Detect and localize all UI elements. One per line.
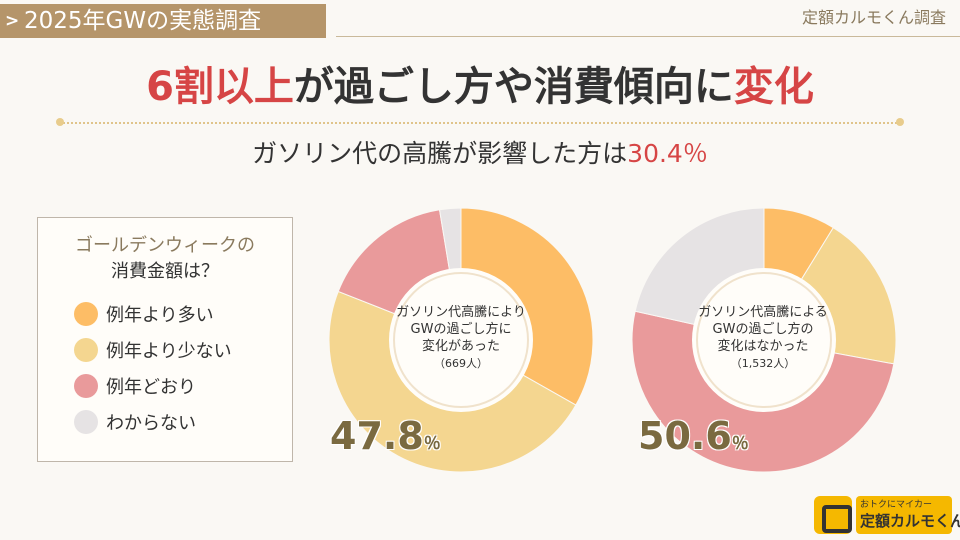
legend-swatch — [74, 338, 98, 362]
divider-dot-right — [896, 118, 904, 126]
chart1-center-label: ガソリン代高騰により GWの過ごし方に 変化があった （669人） — [380, 304, 542, 372]
chart2-center-line: 変化はなかった — [717, 339, 809, 354]
legend-label: 例年より多い — [106, 305, 214, 326]
chart1-center-ring — [393, 272, 529, 408]
survey-tag: > 2025年GWの実態調査 — [0, 4, 326, 38]
title-highlight-change: 変化 — [733, 64, 814, 110]
dotted-divider — [60, 122, 900, 124]
chart1-center-line: ガソリン代高騰により — [396, 305, 526, 320]
legend-title: ゴールデンウィークの 消費金額は？ — [38, 233, 292, 285]
chevron-right-icon: > — [5, 11, 20, 31]
chart1-sample-size: （669人） — [434, 357, 488, 370]
chart2-center-hole — [692, 268, 836, 412]
legend-box: ゴールデンウィークの 消費金額は？ 例年より多い 例年より少ない 例年どおり わ… — [37, 217, 293, 462]
legend-item: 例年より多い — [74, 301, 214, 327]
legend-item: 例年より少ない — [74, 337, 232, 363]
subtitle-pct: 30.4％ — [627, 139, 708, 168]
logo-tagline: おトクにマイカー — [860, 500, 933, 510]
chart1-highlight-unit: ％ — [423, 434, 441, 454]
legend-title-line2: 消費金額は？ — [111, 261, 219, 282]
title-body: が過ごし方や消費傾向に — [293, 64, 734, 110]
divider-dot-left — [56, 118, 64, 126]
chart1-highlight-pct: 47.8％ — [330, 414, 441, 458]
survey-tag-label: 2025年GWの実態調査 — [24, 8, 262, 34]
legend-swatch — [74, 374, 98, 398]
legend-label: 例年どおり — [106, 377, 196, 398]
logo-text: おトクにマイカー 定額カルモくん — [856, 496, 960, 534]
chart2-center-line: ガソリン代高騰による — [698, 305, 828, 320]
logo-name: 定額カルモくん — [860, 512, 960, 530]
chart1-highlight-value: 47.8 — [330, 414, 424, 458]
chart2-highlight-value: 50.6 — [638, 414, 732, 458]
brand-logo: おトクにマイカー 定額カルモくん — [814, 495, 960, 535]
title-highlight-ratio: 6割以上 — [146, 64, 294, 110]
legend-title-line1: ゴールデンウィークの — [75, 235, 255, 256]
chart1-center-hole — [389, 268, 533, 412]
page-title: 6割以上が過ごし方や消費傾向に変化 — [0, 54, 960, 112]
chart2-highlight-pct: 50.6％ — [638, 414, 749, 458]
car-logo-icon — [814, 496, 852, 534]
chart1-center-line: GWの過ごし方に — [410, 322, 512, 337]
brand-caption: 定額カルモくん調査 — [801, 8, 946, 27]
legend-swatch — [74, 302, 98, 326]
subtitle-text: ガソリン代の高騰が影響した方は — [252, 139, 628, 168]
chart2-sample-size: （1,532人） — [730, 357, 796, 370]
chart2-highlight-unit: ％ — [731, 434, 749, 454]
chart1-center-line: 変化があった — [421, 339, 500, 354]
legend-label: わからない — [106, 413, 196, 434]
chart2-center-ring — [696, 272, 832, 408]
brand-rule — [336, 36, 960, 37]
legend-item: 例年どおり — [74, 373, 196, 399]
chart2-center-label: ガソリン代高騰による GWの過ごし方の 変化はなかった （1,532人） — [682, 304, 844, 372]
legend-item: わからない — [74, 409, 196, 435]
chart2-center-line: GWの過ごし方の — [712, 322, 814, 337]
legend-swatch — [74, 410, 98, 434]
legend-label: 例年より少ない — [106, 341, 232, 362]
subtitle: ガソリン代の高騰が影響した方は30.4％ — [0, 134, 960, 170]
